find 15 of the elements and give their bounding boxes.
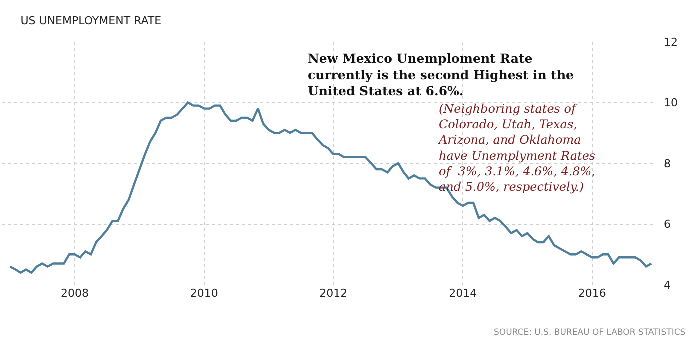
x-tick-label: 2012 [320, 287, 348, 300]
y-tick-label: 10 [664, 96, 678, 110]
x-tick-label: 2010 [190, 287, 218, 300]
y-tick-label: 6 [664, 218, 671, 232]
annotation: (Neighboring states of Colorado, Utah, Texas, Arizona, and Oklahoma have Unemplyment Rates of 3%, 3.1%, 4.6%, 4.8%, and 5.0%, respectively.) [438, 102, 596, 194]
y-tick-label: 12 [664, 36, 678, 49]
chart-title: US UNEMPLOYMENT RATE [20, 14, 162, 28]
y-tick-label: 8 [664, 157, 671, 170]
x-tick-label: 2014 [449, 287, 478, 300]
line-series [9, 102, 653, 274]
x-tick-label: 2008 [60, 287, 89, 300]
y-tick-label: 4 [664, 278, 671, 292]
annotation: New Mexico Unemploment Rate currently is the second Highest in the United States at 6.6%. [308, 51, 574, 98]
source-note: SOURCE: U.S. BUREAU OF LABOR STATISTICS [494, 328, 686, 338]
x-tick-label: 2016 [578, 287, 606, 300]
